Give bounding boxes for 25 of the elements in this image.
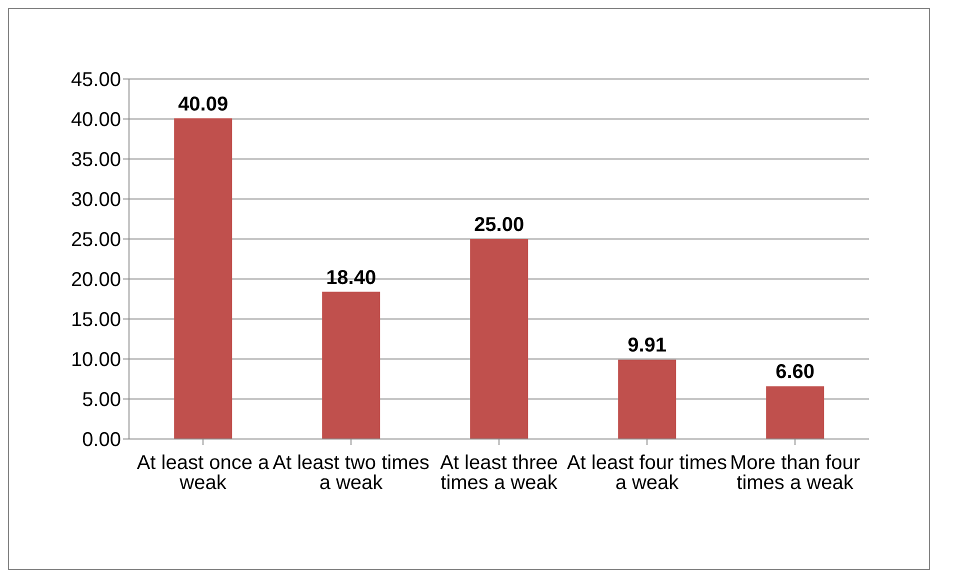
bar [174,118,232,439]
bar [766,386,824,439]
y-tick-label: 30.00 [70,189,121,212]
bar [618,360,676,439]
y-tick-label: 45.00 [70,69,121,92]
data-label: 40.09 [178,93,228,116]
y-tick-label: 40.00 [70,109,121,132]
x-tick-label: At least two times a weak [272,452,430,494]
y-tick-label: 10.00 [70,349,121,372]
data-label: 9.91 [628,334,667,357]
x-tick-label: More than four times a weak [730,452,860,494]
bar [470,239,528,439]
y-tick-label: 15.00 [70,309,121,332]
data-label: 6.60 [776,361,815,384]
y-tick-label: 5.00 [82,389,121,412]
y-tick-label: 0.00 [82,429,121,452]
data-label: 18.40 [326,266,376,289]
x-tick-label: At least four times a weak [566,452,728,494]
x-tick-label: At least once a weak [136,452,270,494]
y-tick-label: 20.00 [70,269,121,292]
y-tick-label: 35.00 [70,149,121,172]
bar [322,292,380,439]
y-tick-label: 25.00 [70,229,121,252]
data-label: 25.00 [474,214,524,236]
x-tick-label: At least three times a weak [440,452,558,494]
